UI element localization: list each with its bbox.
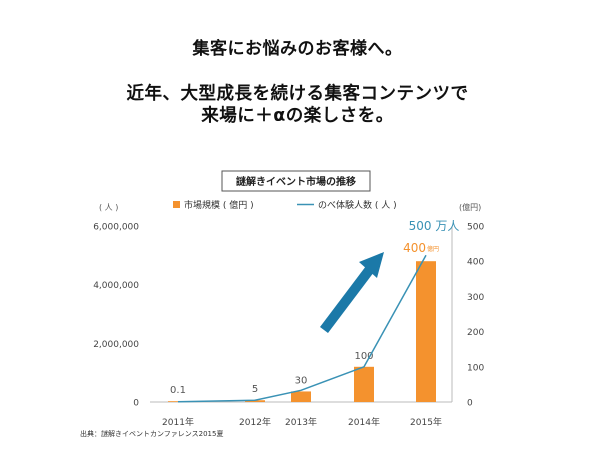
right-axis-tick-label: 0 (467, 399, 473, 409)
chart-title-box: 謎解きイベント市場の推移 (221, 170, 371, 192)
market-total-unit: 億円 (427, 245, 439, 253)
left-axis-tick-label: 4,000,000 (93, 281, 139, 291)
right-axis-ticks: 0 100 200 300 400 500 (467, 223, 484, 409)
headline-line-1: 集客にお悩みのお客様へ。 (192, 39, 403, 59)
x-axis-ticks: 2011年 2012年 2013年 2014年 2015年 (162, 416, 442, 428)
x-axis-tick-label: 2013年 (285, 416, 317, 428)
people-series-line (177, 254, 427, 403)
people-total-label: 500 万人 (409, 219, 460, 233)
left-axis-unit: ( 人 ) (99, 203, 118, 212)
right-axis-tick-label: 100 (467, 363, 484, 373)
left-axis-tick-label: 6,000,000 (93, 223, 139, 233)
legend: 市場規模 ( 億円 ) のべ体験人数 ( 人 ) (173, 199, 397, 211)
x-axis-tick-label: 2014年 (348, 416, 380, 428)
right-axis-tick-label: 500 (467, 223, 484, 233)
headline-line-2: 近年、大型成長を続ける集客コンテンツで (126, 84, 469, 104)
bar-value-labels: 0.1 5 30 100 (170, 351, 374, 396)
trend-arrow-icon (320, 252, 384, 334)
left-axis-tick-label: 2,000,000 (93, 340, 139, 350)
market-total-value: 400 (403, 241, 426, 255)
right-axis-unit: (億円) (459, 202, 481, 212)
left-axis-tick-label: 0 (133, 399, 139, 409)
legend-line-label: のべ体験人数 ( 人 ) (318, 199, 397, 211)
bar-value-label: 5 (252, 384, 258, 395)
bar-value-label: 0.1 (170, 385, 186, 396)
chart-title: 謎解きイベント市場の推移 (236, 175, 356, 188)
bar (245, 400, 265, 402)
left-axis-ticks: 0 2,000,000 4,000,000 6,000,000 (93, 223, 139, 409)
right-axis-tick-label: 300 (467, 293, 484, 303)
market-total-label: 400 億円 (403, 241, 439, 255)
source-note: 出典：謎解きイベントカンファレンス2015夏 (80, 429, 223, 438)
legend-bar-label: 市場規模 ( 億円 ) (184, 199, 254, 211)
bar-value-label: 30 (295, 375, 308, 386)
x-axis-tick-label: 2015年 (410, 416, 442, 428)
bar-value-label: 100 (354, 351, 373, 362)
bar (354, 366, 374, 402)
right-axis-tick-label: 200 (467, 328, 484, 338)
right-axis-tick-label: 400 (467, 258, 484, 268)
x-axis-tick-label: 2011年 (162, 416, 194, 428)
headline-line-3: 来場に＋αの楽しさを。 (201, 106, 394, 126)
legend-bar-swatch (173, 201, 180, 208)
bar (291, 391, 311, 402)
bar (416, 261, 436, 402)
x-axis-tick-label: 2012年 (239, 416, 271, 428)
